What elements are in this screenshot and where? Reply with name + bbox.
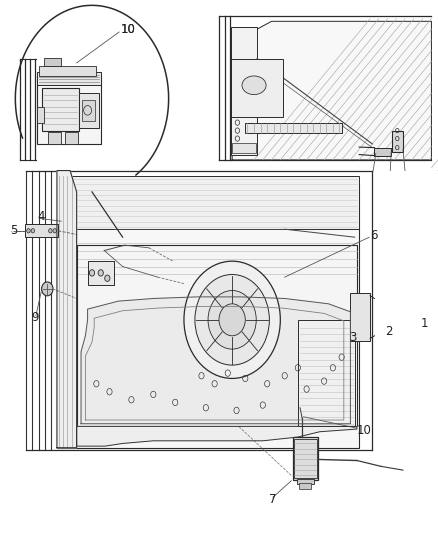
Text: 6: 6 — [370, 229, 378, 242]
Text: 5: 5 — [10, 224, 17, 237]
Bar — [37, 75, 101, 144]
Bar — [39, 66, 96, 76]
Circle shape — [89, 270, 95, 276]
Bar — [65, 132, 78, 144]
Polygon shape — [81, 297, 350, 424]
Circle shape — [219, 304, 245, 336]
Bar — [57, 176, 359, 229]
Bar — [37, 107, 44, 123]
Bar — [374, 148, 391, 156]
Text: 10: 10 — [357, 424, 372, 437]
Circle shape — [208, 290, 256, 349]
Circle shape — [53, 229, 57, 233]
Text: 3: 3 — [349, 332, 357, 344]
Text: 2: 2 — [385, 325, 393, 338]
Text: 10: 10 — [120, 23, 135, 36]
Bar — [350, 293, 370, 341]
Bar — [0, 171, 438, 533]
Bar — [82, 100, 95, 121]
Circle shape — [31, 229, 35, 233]
Bar — [232, 143, 256, 153]
Bar — [231, 59, 283, 117]
Circle shape — [42, 282, 53, 296]
Circle shape — [105, 275, 110, 281]
Bar — [245, 123, 342, 133]
Text: 9: 9 — [32, 311, 39, 324]
Polygon shape — [77, 426, 357, 446]
Circle shape — [98, 270, 103, 276]
Polygon shape — [232, 21, 431, 160]
Bar — [293, 437, 318, 480]
Bar — [57, 184, 359, 448]
Text: 4: 4 — [37, 211, 45, 223]
Bar — [44, 58, 61, 66]
Bar — [297, 479, 314, 484]
Bar — [294, 439, 317, 478]
Circle shape — [49, 229, 52, 233]
Circle shape — [195, 274, 269, 365]
Bar — [231, 27, 257, 155]
Bar — [88, 261, 114, 285]
Ellipse shape — [242, 76, 266, 95]
Text: 10: 10 — [120, 23, 135, 36]
Circle shape — [27, 229, 30, 233]
Bar — [25, 224, 58, 237]
Text: 7: 7 — [269, 493, 277, 506]
Polygon shape — [57, 171, 77, 448]
Bar — [299, 483, 311, 489]
Text: 1: 1 — [420, 317, 428, 330]
Bar — [37, 72, 101, 85]
Bar — [298, 320, 355, 426]
Bar — [42, 88, 79, 131]
Bar — [48, 132, 61, 144]
Circle shape — [184, 261, 280, 378]
Bar — [392, 131, 403, 152]
Bar — [79, 93, 99, 128]
Bar — [77, 245, 357, 426]
